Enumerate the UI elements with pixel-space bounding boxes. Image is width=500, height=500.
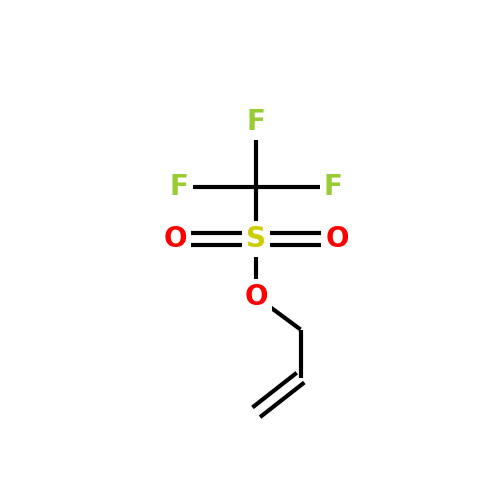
Text: F: F [324,173,342,201]
Text: S: S [246,225,266,253]
Text: O: O [244,283,268,311]
Text: O: O [326,225,349,253]
Text: F: F [247,108,266,136]
Text: O: O [164,225,187,253]
Text: F: F [170,173,188,201]
